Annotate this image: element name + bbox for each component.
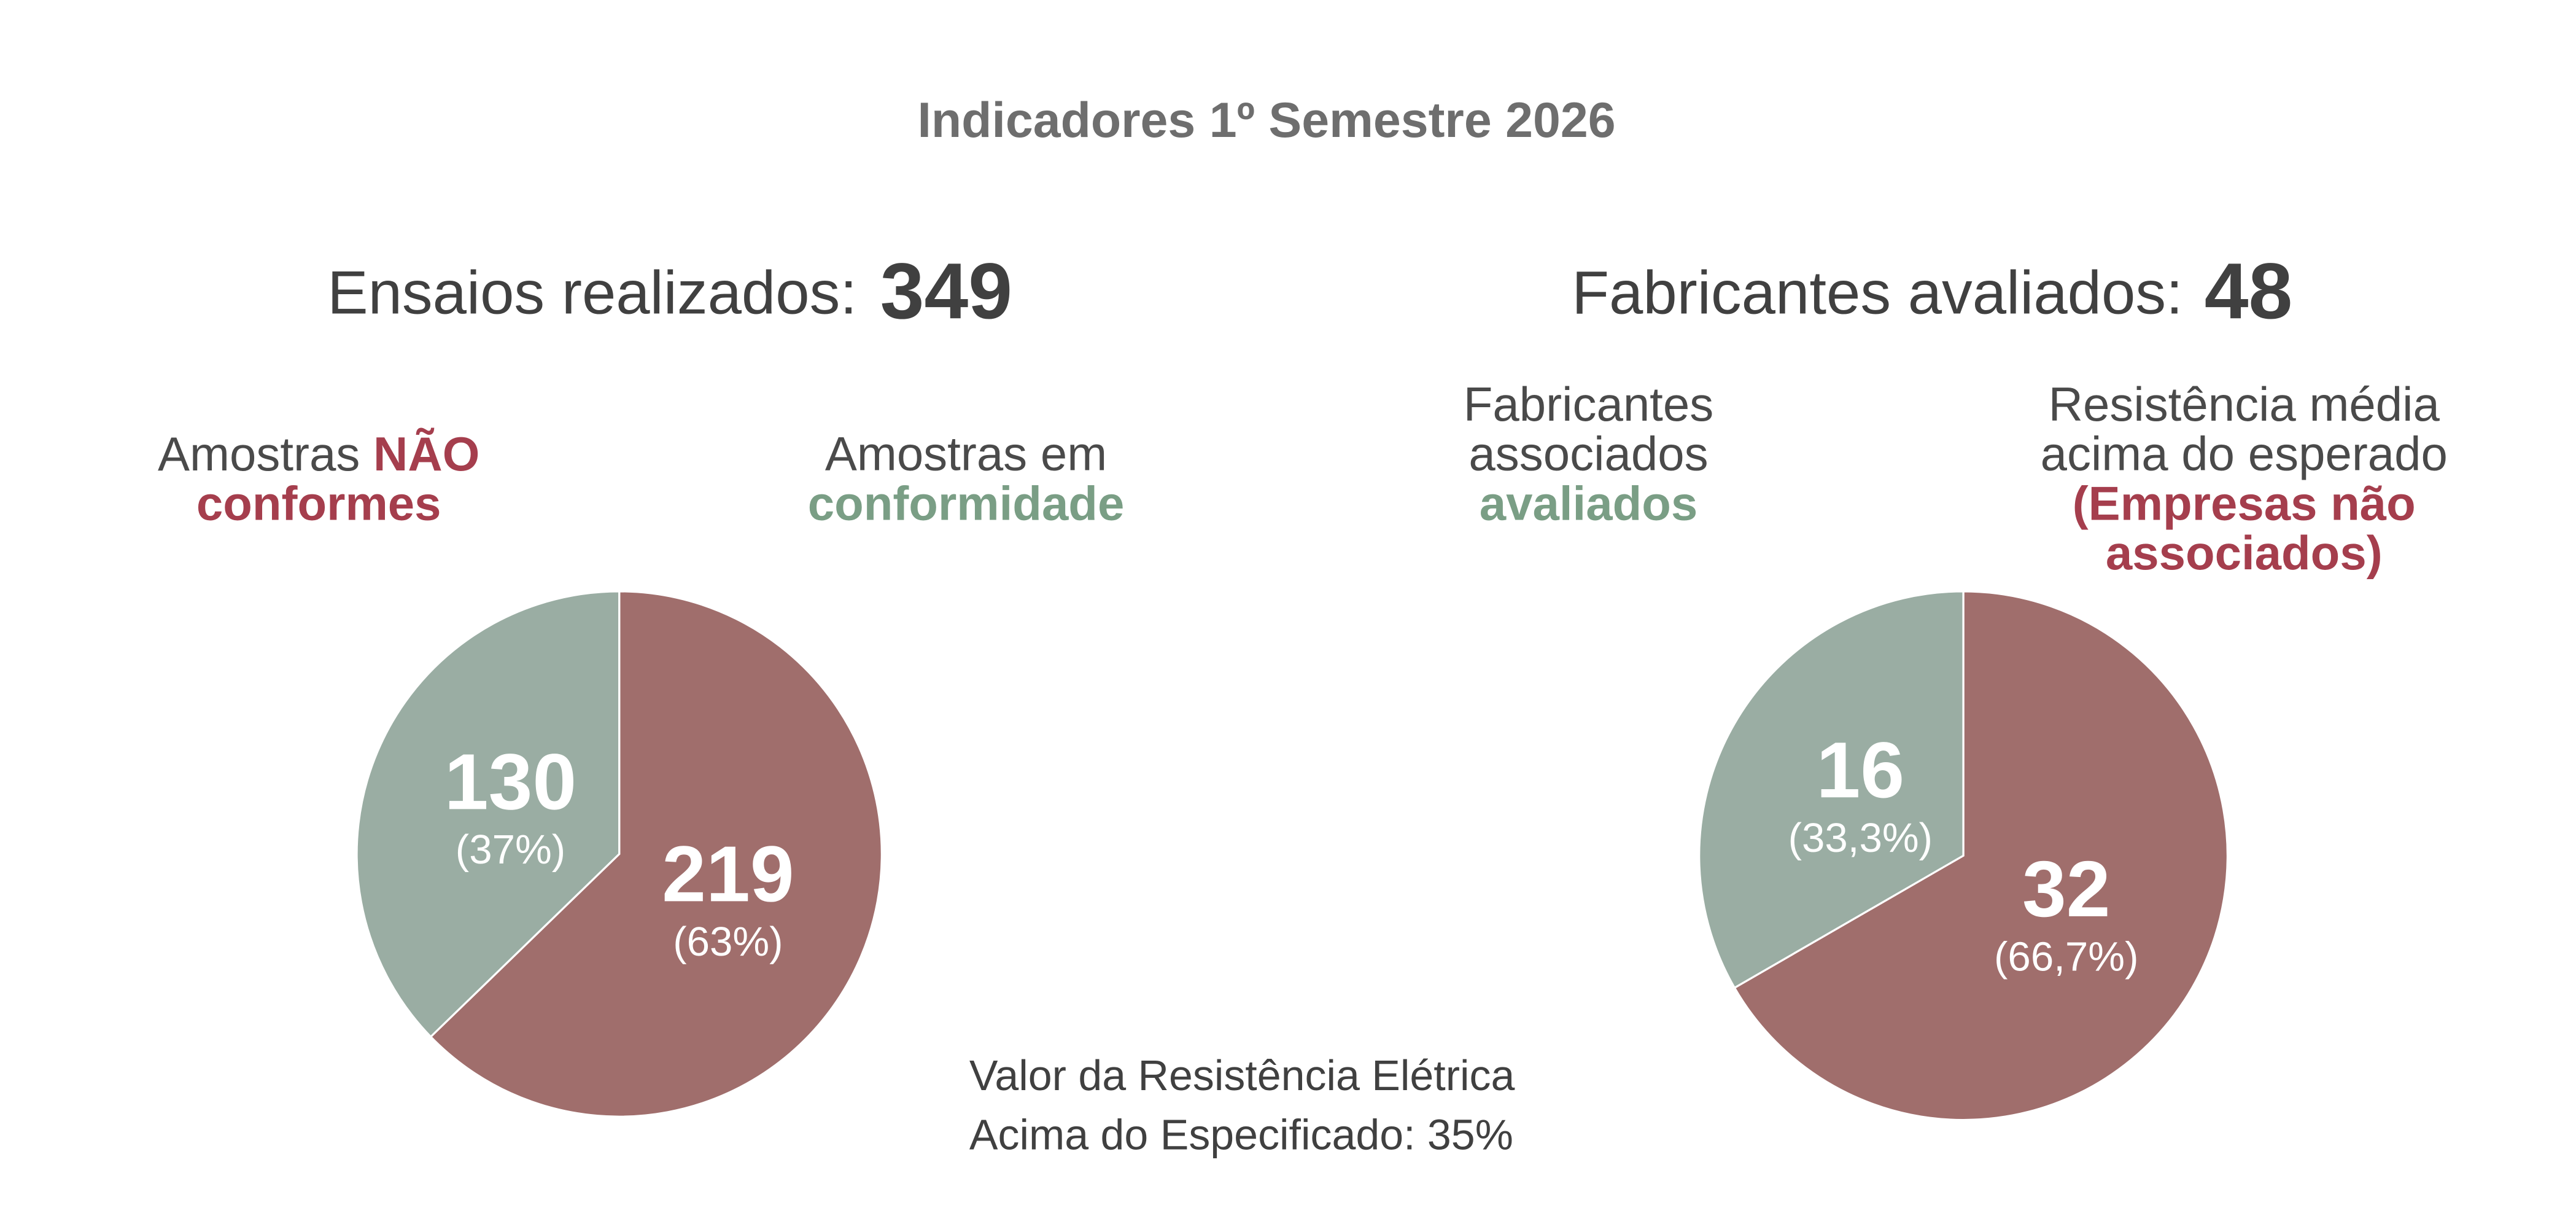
page-title: Indicadores 1º Semestre 2026	[917, 93, 1615, 148]
legend-emphasis: associados)	[2106, 526, 2383, 580]
chart-heading: Fabricantes avaliados:	[1572, 259, 2183, 327]
legend-emphasis: conformes	[196, 476, 441, 530]
slice-percent: (63%)	[673, 919, 783, 965]
note-line: Valor da Resistência Elétrica	[969, 1051, 1515, 1099]
legend-emphasis: (Empresas não	[2073, 476, 2416, 530]
slice-value: 130	[444, 738, 576, 826]
chart-total: 349	[880, 247, 1012, 335]
legend-text: acima do esperado	[2041, 427, 2448, 481]
chart-heading: Ensaios realizados:	[327, 259, 857, 327]
slice-value: 219	[662, 830, 794, 918]
pie-slice	[1698, 590, 1965, 989]
slice-percent: (66,7%)	[1994, 934, 2138, 980]
note-line: Acima do Especificado: 35%	[969, 1111, 1513, 1159]
legend-text: Fabricantes	[1464, 377, 1713, 431]
pie-slice	[429, 590, 883, 1118]
slice-value: 32	[2022, 845, 2111, 934]
chart-total: 48	[2205, 247, 2293, 335]
legend-text: Amostras	[158, 427, 360, 481]
legend-text: associados	[1468, 427, 1708, 481]
legend-emphasis: avaliados	[1480, 476, 1697, 530]
legend-text: Resistência média	[2049, 377, 2440, 431]
slice-percent: (33,3%)	[1788, 815, 1933, 861]
slice-percent: (37%)	[456, 827, 565, 873]
legend-emphasis: NÃO	[373, 427, 479, 481]
legend-text: Amostras em	[825, 427, 1107, 481]
pie-slice	[355, 590, 621, 1039]
legend-label: Amostras NÃO	[158, 427, 479, 481]
slice-value: 16	[1817, 726, 1905, 814]
pie-slice	[1733, 590, 2229, 1121]
legend-emphasis: conformidade	[808, 476, 1125, 530]
